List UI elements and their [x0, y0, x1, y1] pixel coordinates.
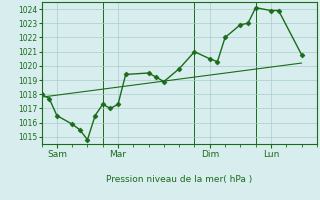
Text: Pression niveau de la mer( hPa ): Pression niveau de la mer( hPa ): [106, 175, 252, 184]
